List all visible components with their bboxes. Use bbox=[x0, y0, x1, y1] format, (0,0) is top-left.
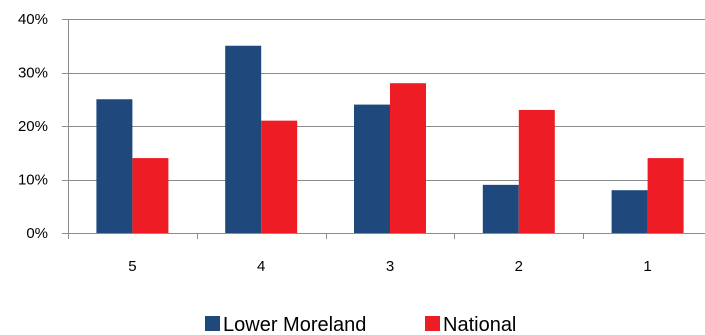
legend-label-national: National bbox=[443, 314, 516, 335]
bars bbox=[96, 45, 684, 233]
x-tick-label: 3 bbox=[386, 258, 394, 275]
bar-lower-moreland-2 bbox=[482, 184, 519, 233]
bar-national-4 bbox=[261, 120, 298, 233]
legend-label-lower-moreland: Lower Moreland bbox=[223, 314, 366, 335]
y-tick-label: 0% bbox=[26, 225, 48, 242]
bar-lower-moreland-1 bbox=[611, 190, 648, 233]
y-axis-tick-labels: 0% 10% 20% 30% 40% bbox=[18, 11, 48, 242]
y-tick-label: 30% bbox=[18, 65, 48, 82]
legend: Lower Moreland National bbox=[205, 314, 516, 335]
x-tick-label: 4 bbox=[257, 258, 265, 275]
axes bbox=[62, 19, 705, 239]
bar-national-3 bbox=[390, 83, 426, 233]
bar-lower-moreland-5 bbox=[96, 99, 133, 233]
y-tick-label: 40% bbox=[18, 11, 48, 28]
x-tick-label: 2 bbox=[515, 258, 523, 275]
bar-national-5 bbox=[132, 158, 169, 233]
x-axis-tick-labels: 5 4 3 2 1 bbox=[128, 258, 652, 275]
legend-swatch-lower-moreland bbox=[205, 316, 220, 331]
y-tick-label: 20% bbox=[18, 118, 48, 135]
legend-swatch-national bbox=[425, 316, 440, 331]
bar-lower-moreland-3 bbox=[354, 104, 390, 233]
bar-national-1 bbox=[647, 158, 684, 233]
x-tick-label: 1 bbox=[643, 258, 651, 275]
y-tick-label: 10% bbox=[18, 172, 48, 189]
bar-lower-moreland-4 bbox=[225, 45, 262, 233]
x-tick-label: 5 bbox=[128, 258, 136, 275]
bar-national-2 bbox=[518, 109, 555, 233]
